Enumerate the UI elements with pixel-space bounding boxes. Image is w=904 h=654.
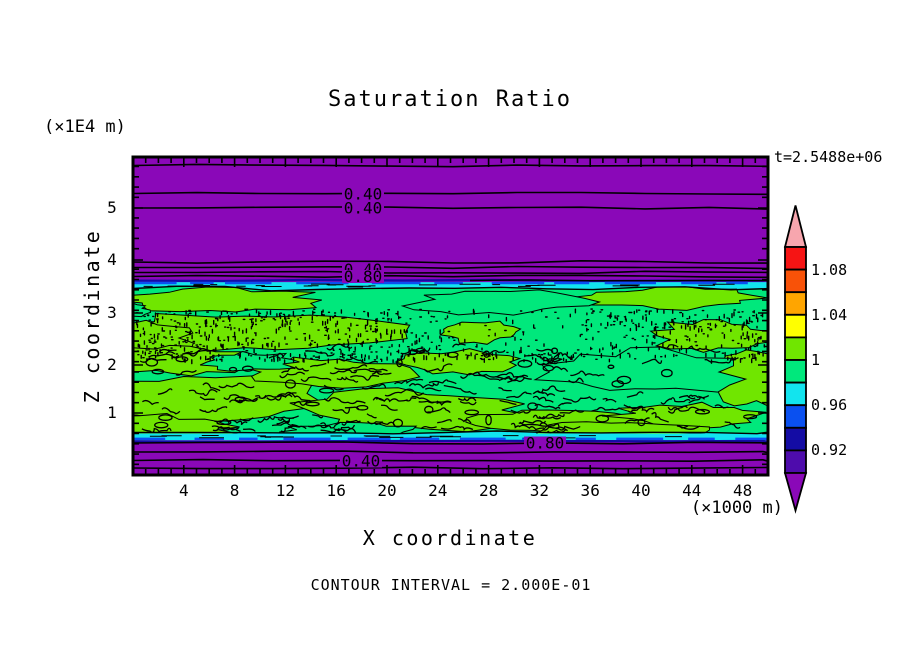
contour-line-labels: 0.400.400.400.800.800.40: [340, 185, 566, 471]
colorbar-label: 0.96: [811, 396, 848, 415]
colorbar-label: 1: [811, 351, 821, 369]
x-tick-label: 12: [275, 481, 296, 500]
x-tick-label: 40: [631, 481, 651, 500]
contour-lines: [132, 163, 769, 470]
x-tick-label: 8: [229, 481, 240, 500]
y-axis-label: Z coordinate: [80, 228, 104, 404]
colorbar-segment: [784, 336, 807, 361]
plot-frame: [131, 155, 770, 477]
y-axis-unit-label: (×1E4 m): [44, 117, 126, 137]
colorbar-label: 1.04: [811, 305, 848, 324]
y-tick-label: 5: [107, 198, 117, 217]
colorbar-segment: [784, 359, 807, 384]
contour-line-label: 0.80: [526, 434, 565, 453]
colorbar-label: 0.92: [811, 441, 848, 460]
colorbar-arrow-down: [783, 472, 808, 514]
colorbar-segment: [784, 404, 807, 429]
x-tick-label: 16: [326, 481, 346, 500]
colorbar-segment: [784, 381, 807, 407]
x-tick-label: 20: [377, 481, 397, 500]
contour-line-label: 0.40: [342, 452, 381, 471]
contour-label-background: [342, 270, 384, 283]
y-tick-label: 4: [107, 250, 117, 269]
contour-line-label: 0.40: [344, 199, 383, 218]
colorbar-segment: [784, 268, 807, 294]
contour-label-background: [342, 201, 384, 215]
colorbar-segment: [784, 291, 807, 316]
x-tick-label: 28: [478, 481, 499, 500]
colorbar-segment: [784, 426, 807, 452]
contour-line-label: 0.40: [344, 185, 383, 204]
colorbar: [783, 205, 808, 514]
x-tick-label: 4: [178, 481, 189, 500]
axis-tick-marks: [134, 158, 767, 474]
x-tick-label: 24: [428, 481, 448, 500]
time-stamp-label: t=2.5488e+06: [774, 148, 883, 166]
contour-label-background: [340, 454, 382, 468]
x-axis-unit-label: (×1000 m): [690, 498, 783, 518]
x-axis-label: X coordinate: [362, 526, 538, 550]
contour-line-label: 0.80: [344, 267, 383, 286]
x-tick-label: 44: [682, 481, 702, 500]
plot-title: Saturation Ratio: [328, 87, 572, 112]
speckle-contours: [135, 308, 767, 434]
colorbar-segment: [784, 246, 807, 271]
colorbar-segment: [784, 449, 807, 474]
contour-label-background: [524, 436, 566, 450]
y-tick-label: 3: [107, 303, 117, 322]
x-tick-label: 36: [580, 481, 600, 500]
colorbar-arrow-up: [783, 205, 808, 248]
contour-interval-caption: CONTOUR INTERVAL = 2.000E-01: [310, 576, 592, 594]
y-tick-label: 1: [107, 403, 117, 422]
y-tick-label: 2: [107, 355, 117, 374]
colorbar-label: 1.08: [811, 260, 848, 279]
x-tick-label: 32: [529, 481, 550, 500]
x-tick-label: 48: [732, 481, 753, 500]
contour-label-background: [342, 187, 384, 201]
green-band-blobs: [134, 287, 767, 434]
colorbar-segment: [784, 313, 807, 339]
